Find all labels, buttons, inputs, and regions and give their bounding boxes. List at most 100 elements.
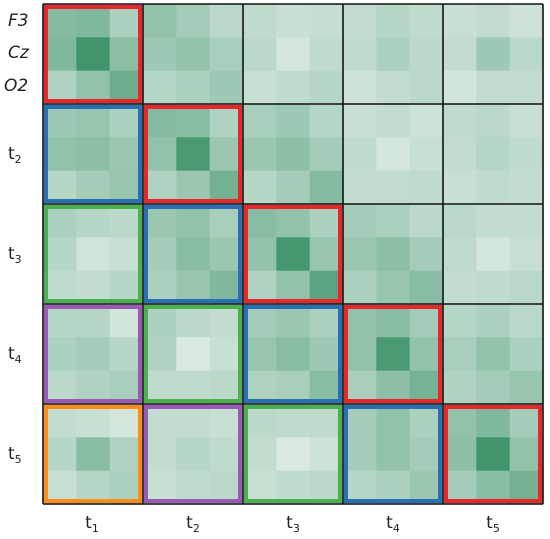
matrix-cell <box>376 237 410 271</box>
matrix-cell <box>243 237 277 271</box>
matrix-cell <box>376 437 410 471</box>
matrix-cell <box>510 304 544 338</box>
matrix-cell <box>310 171 344 205</box>
matrix-cell <box>443 104 477 138</box>
matrix-cell <box>276 437 310 471</box>
matrix-cell <box>43 237 77 271</box>
matrix-cell <box>510 171 544 205</box>
matrix-cell <box>410 204 444 238</box>
matrix-cell <box>376 404 410 438</box>
row-label-t5: t5 <box>8 446 22 463</box>
matrix-cell <box>76 104 110 138</box>
matrix-cell <box>410 271 444 305</box>
matrix-cell <box>176 37 210 71</box>
matrix-cell <box>410 104 444 138</box>
matrix-cell <box>443 404 477 438</box>
matrix-cell <box>143 237 177 271</box>
matrix-cell <box>310 4 344 38</box>
matrix-cell <box>143 304 177 338</box>
matrix-cell <box>276 204 310 238</box>
matrix-cell <box>176 337 210 371</box>
matrix-cell <box>343 237 377 271</box>
matrix-cell <box>76 404 110 438</box>
matrix-cell <box>343 171 377 205</box>
col-label-t2: t2 <box>186 515 200 532</box>
matrix-cell <box>343 137 377 171</box>
matrix-cell <box>376 304 410 338</box>
matrix-cell <box>43 304 77 338</box>
matrix-cell <box>143 337 177 371</box>
matrix-cell <box>243 71 277 105</box>
matrix-cell <box>276 37 310 71</box>
matrix-cell <box>443 371 477 405</box>
matrix-cell <box>143 4 177 38</box>
matrix-cell <box>43 37 77 71</box>
matrix-cell <box>510 371 544 405</box>
matrix-cell <box>43 4 77 38</box>
matrix-cell <box>510 71 544 105</box>
matrix-cell <box>276 304 310 338</box>
matrix-cell <box>343 204 377 238</box>
matrix-cell <box>376 71 410 105</box>
matrix-cell <box>443 171 477 205</box>
matrix-cell <box>43 404 77 438</box>
matrix-cell <box>143 37 177 71</box>
matrix-cell <box>443 204 477 238</box>
matrix-cell <box>476 137 510 171</box>
matrix-cell <box>343 271 377 305</box>
matrix-cell <box>476 404 510 438</box>
matrix-cell <box>376 171 410 205</box>
row-label-t3: t3 <box>8 246 22 263</box>
matrix-cell <box>243 304 277 338</box>
matrix-cell <box>343 337 377 371</box>
matrix-cell <box>43 137 77 171</box>
matrix-cell <box>376 337 410 371</box>
matrix-cell <box>210 37 244 71</box>
matrix-cell <box>476 437 510 471</box>
matrix-cell <box>410 71 444 105</box>
matrix-cell <box>176 137 210 171</box>
matrix-cell <box>210 4 244 38</box>
matrix-cell <box>276 171 310 205</box>
matrix-cell <box>476 71 510 105</box>
matrix-cell <box>443 4 477 38</box>
matrix-cell <box>143 71 177 105</box>
matrix-cell <box>243 204 277 238</box>
col-label-t5: t5 <box>486 515 500 532</box>
matrix-cell <box>376 37 410 71</box>
matrix-cell <box>76 37 110 71</box>
matrix-cell <box>310 137 344 171</box>
matrix-cell <box>143 204 177 238</box>
matrix-cell <box>376 204 410 238</box>
matrix-cell <box>443 37 477 71</box>
matrix-cell <box>510 237 544 271</box>
matrix-cell <box>243 137 277 171</box>
matrix-cell <box>243 437 277 471</box>
matrix-cell <box>176 237 210 271</box>
matrix-cell <box>43 437 77 471</box>
matrix-cell <box>310 71 344 105</box>
matrix-cell <box>176 4 210 38</box>
row-label-t4: t4 <box>8 346 22 363</box>
matrix-cell <box>476 104 510 138</box>
matrix-cell <box>143 104 177 138</box>
matrix-cell <box>243 171 277 205</box>
matrix-cell <box>76 337 110 371</box>
matrix-cell <box>43 104 77 138</box>
matrix-cell <box>343 37 377 71</box>
col-label-t3: t3 <box>286 515 300 532</box>
matrix-cell <box>510 204 544 238</box>
matrix-cell <box>176 404 210 438</box>
matrix-cell <box>476 171 510 205</box>
matrix-cell <box>476 371 510 405</box>
channel-label-o2: O2 <box>4 78 28 95</box>
matrix-cell <box>176 437 210 471</box>
matrix-cell <box>43 204 77 238</box>
matrix-cell <box>443 304 477 338</box>
row-label-t2: t2 <box>8 146 22 163</box>
matrix-cell <box>510 37 544 71</box>
matrix-cell <box>510 104 544 138</box>
matrix-cell <box>376 4 410 38</box>
matrix-cell <box>143 404 177 438</box>
